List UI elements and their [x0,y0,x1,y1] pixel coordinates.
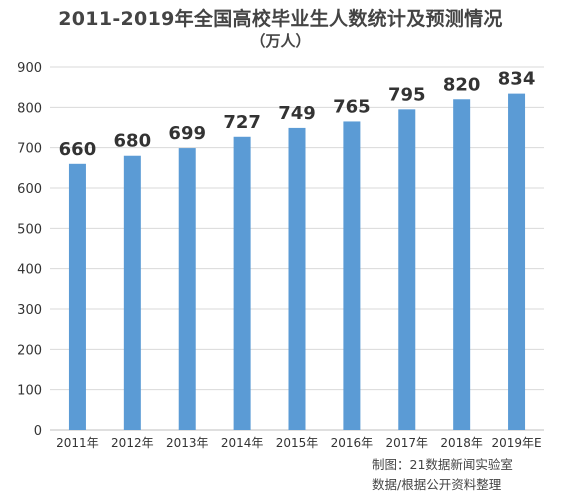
bar [178,148,196,430]
bar [233,136,251,430]
y-tick-label: 100 [17,384,42,399]
data-label: 820 [443,74,481,95]
y-tick-label: 0 [34,424,42,439]
y-tick-label: 900 [17,61,42,76]
bar [453,99,471,431]
x-tick-label: 2017年 [386,436,429,450]
bar [508,93,526,431]
bar [288,127,306,431]
x-tick-label: 2019年E [491,436,541,450]
x-tick-label: 2013年 [166,436,209,450]
credit-source: 数据/根据公开资料整理 [372,477,502,492]
chart-subtitle: （万人） [250,32,311,50]
x-tick-label: 2015年 [276,436,319,450]
data-label: 795 [388,84,426,105]
y-tick-label: 800 [17,101,42,116]
y-tick-label: 600 [17,182,42,197]
bar [68,163,86,431]
data-label: 834 [498,69,536,90]
bar [398,109,416,430]
bars [68,93,526,431]
data-labels: 660 680 699 727 749 765 795 820 834 [59,69,536,160]
chart-title: 2011-2019年全国高校毕业生人数统计及预测情况 [58,8,503,30]
x-tick-label: 2018年 [440,436,483,450]
credit-producer: 制图：21数据新闻实验室 [372,457,513,472]
data-label: 749 [278,103,316,124]
bar [343,121,361,430]
y-tick-label: 200 [17,343,42,358]
data-label: 699 [168,123,206,144]
y-tick-label: 400 [17,263,42,278]
x-tick-label: 2011年 [56,436,99,450]
x-tick-label: 2012年 [111,436,154,450]
bar [123,155,141,430]
y-tick-label: 500 [17,222,42,237]
x-tick-label: 2016年 [331,436,374,450]
data-label: 680 [114,131,152,152]
y-tick-label: 700 [17,142,42,157]
y-tick-label: 300 [17,303,42,318]
x-tick-label: 2014年 [221,436,264,450]
data-label: 660 [59,139,97,160]
y-axis-ticks: 0 100 200 300 400 500 600 700 800 900 [17,61,42,439]
data-label: 727 [223,112,261,133]
data-label: 765 [333,96,371,117]
x-axis-ticks: 2011年 2012年 2013年 2014年 2015年 2016年 2017年 2018年… [56,436,541,450]
